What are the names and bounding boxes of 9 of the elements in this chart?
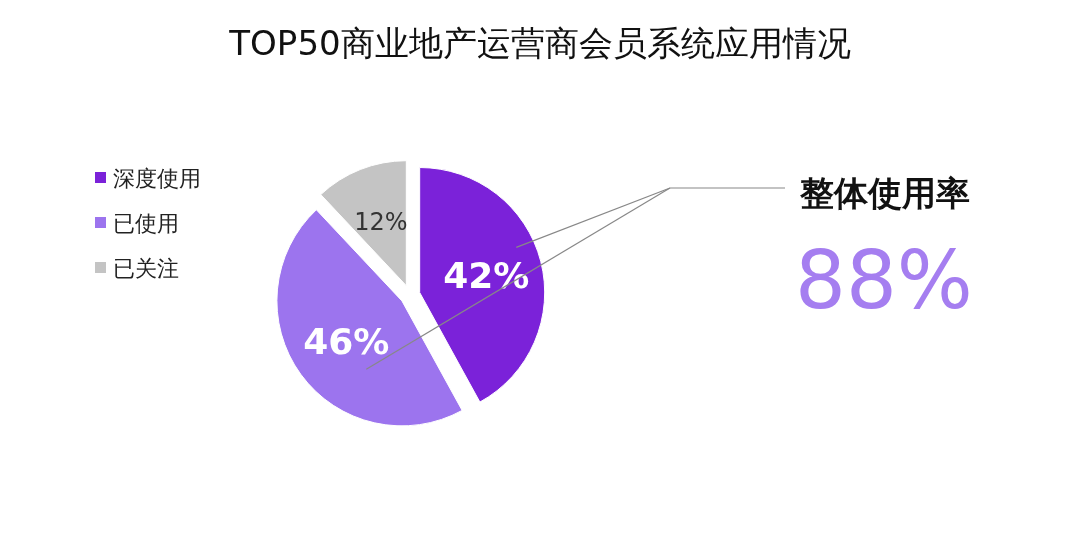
legend-label: 已使用 [113,210,179,236]
data-label: 42% [443,254,530,296]
text: 88% [795,234,973,327]
data-label: 12% [354,207,408,236]
chart-title: TOP50商业地产运营商会员系统应用情况 [228,23,851,63]
data-label: 46% [303,320,390,362]
legend-label: 已关注 [113,255,179,281]
text: 整体使用率 [799,173,970,213]
legend-label: 深度使用 [113,165,201,191]
